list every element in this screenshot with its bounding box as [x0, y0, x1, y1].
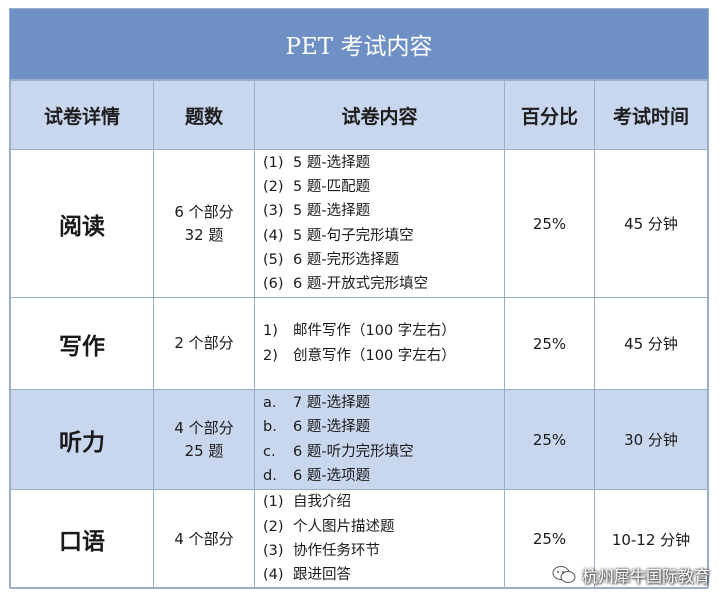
section-name: 听力 — [10, 389, 154, 490]
list-item: (1) 5 题-选择题 — [263, 151, 504, 175]
item-text: 5 题-句子完形填空 — [293, 227, 414, 244]
list-item: (1) 自我介绍 — [263, 490, 504, 514]
question-count: 4 个部分 — [153, 489, 255, 589]
count-line: 6 个部分 — [174, 202, 234, 221]
section-name: 阅读 — [10, 149, 154, 298]
item-text: 5 题-选择题 — [293, 154, 371, 171]
item-text: 5 题-匹配题 — [293, 178, 371, 195]
count-line: 4 个部分 — [174, 529, 234, 548]
table-row-speaking: 口语 4 个部分 (1) 自我介绍 (2) 个人图片描述题 (3) 协作任务环节 (4… — [10, 489, 708, 589]
percentage-value: 25% — [504, 389, 595, 490]
item-number: (1) — [263, 494, 284, 511]
item-number: c. — [263, 443, 276, 460]
item-text: 创意写作（100 字左右） — [293, 347, 456, 364]
header-paper-details: 试卷详情 — [10, 80, 154, 150]
table-row-reading: 阅读 6 个部分 32 题 (1) 5 题-选择题 (2) 5 题-匹配题 (3) 5… — [10, 149, 708, 298]
item-number: (6) — [263, 276, 284, 293]
item-number: 2) — [263, 347, 278, 364]
exam-time-value: 45 分钟 — [594, 149, 708, 298]
item-number: (4) — [263, 567, 284, 584]
list-item: 2) 创意写作（100 字左右） — [263, 344, 504, 368]
content-list: (1) 自我介绍 (2) 个人图片描述题 (3) 协作任务环节 (4) 跟进回答 — [254, 489, 505, 589]
percentage-value: 25% — [504, 149, 595, 298]
exam-time-value: 45 分钟 — [594, 297, 708, 390]
list-item: (6) 6 题-开放式完形填空 — [263, 272, 504, 296]
item-number: (1) — [263, 154, 284, 171]
wechat-icon — [552, 566, 576, 583]
count-line: 32 题 — [184, 225, 224, 244]
list-item: (5) 6 题-完形选择题 — [263, 248, 504, 272]
list-item: (2) 5 题-匹配题 — [263, 175, 504, 199]
item-number: d. — [263, 467, 277, 484]
item-number: (2) — [263, 178, 284, 195]
list-item: (3) 5 题-选择题 — [263, 199, 504, 223]
count-line: 4 个部分 — [174, 418, 234, 437]
item-number: (3) — [263, 203, 284, 220]
list-item: (4) 跟进回答 — [263, 563, 504, 587]
question-count: 6 个部分 32 题 — [153, 149, 255, 298]
list-item: (2) 个人图片描述题 — [263, 515, 504, 539]
count-line: 25 题 — [184, 441, 224, 460]
table-title: PET 考试内容 — [10, 9, 708, 80]
item-text: 5 题-选择题 — [293, 203, 371, 220]
item-number: a. — [263, 394, 277, 411]
section-name: 写作 — [10, 297, 154, 390]
header-paper-content: 试卷内容 — [254, 80, 505, 150]
header-row: 试卷详情 题数 试卷内容 百分比 考试时间 — [10, 80, 708, 150]
header-question-count: 题数 — [153, 80, 255, 150]
exam-content-table: 试卷详情 题数 试卷内容 百分比 考试时间 阅读 6 个部分 32 题 (1) 5… — [10, 80, 708, 589]
count-line: 2 个部分 — [174, 334, 234, 352]
watermark-text: 杭州犀牛国际教育 — [581, 567, 710, 586]
pet-exam-table: PET 考试内容 试卷详情 题数 试卷内容 百分比 考试时间 阅读 6 个部分 — [9, 8, 709, 589]
item-text: 6 题-选择题 — [293, 419, 371, 436]
table-row-listening: 听力 4 个部分 25 题 a. 7 题-选择题 b. 6 题-选择题 c. 6 题-… — [10, 389, 708, 490]
item-text: 6 题-完形选择题 — [293, 251, 400, 268]
item-number: (3) — [263, 543, 284, 559]
list-item: c. 6 题-听力完形填空 — [263, 440, 504, 464]
item-text: 6 题-选项题 — [293, 467, 371, 484]
section-name: 口语 — [10, 489, 154, 589]
item-text: 7 题-选择题 — [293, 394, 371, 411]
list-item: d. 6 题-选项题 — [263, 464, 504, 488]
list-item: 1) 邮件写作（100 字左右） — [263, 319, 504, 343]
content-list: 1) 邮件写作（100 字左右） 2) 创意写作（100 字左右） — [254, 297, 505, 390]
question-count: 2 个部分 — [153, 297, 255, 390]
item-text: 6 题-开放式完形填空 — [293, 276, 429, 293]
item-text: 跟进回答 — [293, 567, 351, 584]
list-item: a. 7 题-选择题 — [263, 391, 504, 415]
item-number: b. — [263, 419, 277, 436]
table-row-writing: 写作 2 个部分 1) 邮件写作（100 字左右） 2) 创意写作（100 字左右）… — [10, 297, 708, 390]
percentage-value: 25% — [504, 489, 595, 589]
exam-time-value: 10-12 分钟 — [594, 489, 708, 589]
header-exam-time: 考试时间 — [594, 80, 708, 150]
question-count: 4 个部分 25 题 — [153, 389, 255, 490]
item-number: (2) — [263, 518, 284, 535]
header-percentage: 百分比 — [504, 80, 595, 150]
exam-time-value: 30 分钟 — [594, 389, 708, 490]
item-number: (4) — [263, 227, 284, 244]
item-text: 协作任务环节 — [293, 543, 380, 559]
list-item: (3) 协作任务环节 — [263, 539, 504, 563]
item-text: 邮件写作（100 字左右） — [293, 323, 456, 340]
item-number: 1) — [263, 323, 278, 340]
item-number: (5) — [263, 251, 284, 268]
content-list: a. 7 题-选择题 b. 6 题-选择题 c. 6 题-听力完形填空 d. 6 题-选… — [254, 389, 505, 490]
watermark: 杭州犀牛国际教育 — [552, 563, 710, 587]
list-item: b. 6 题-选择题 — [263, 415, 504, 439]
item-text: 6 题-听力完形填空 — [293, 443, 414, 460]
item-text: 个人图片描述题 — [293, 518, 395, 535]
percentage-value: 25% — [504, 297, 595, 390]
list-item: (4) 5 题-句子完形填空 — [263, 224, 504, 248]
content-list: (1) 5 题-选择题 (2) 5 题-匹配题 (3) 5 题-选择题 (4) 5 题-… — [254, 149, 505, 298]
item-text: 自我介绍 — [293, 494, 351, 511]
